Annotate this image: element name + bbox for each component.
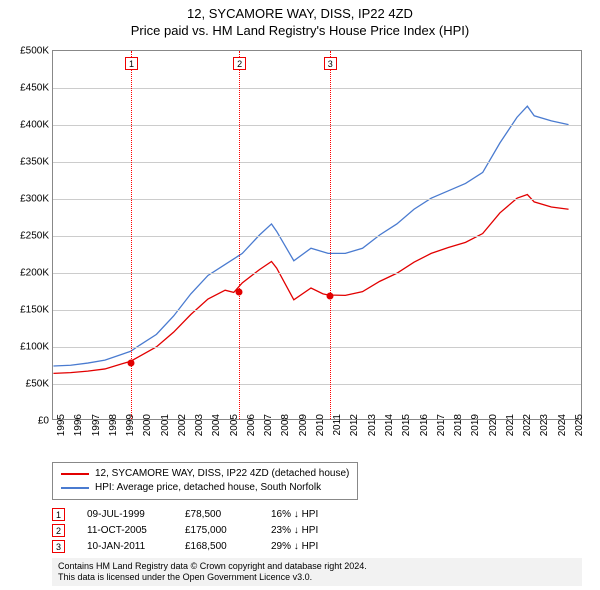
x-axis-label: 2007 <box>263 414 274 444</box>
y-axis-label: £500K <box>5 46 49 57</box>
sale-row: 1 09-JUL-1999 £78,500 16% ↓ HPI <box>52 506 318 522</box>
sale-point-icon <box>326 293 333 300</box>
sale-price: £78,500 <box>185 509 249 520</box>
legend-swatch-icon <box>61 487 89 489</box>
x-axis-label: 2018 <box>453 414 464 444</box>
y-axis-label: £0 <box>5 416 49 427</box>
y-axis-label: £100K <box>5 342 49 353</box>
x-axis-label: 2020 <box>488 414 499 444</box>
legend-label: HPI: Average price, detached house, Sout… <box>95 481 321 495</box>
x-axis-label: 1997 <box>91 414 102 444</box>
y-axis-label: £450K <box>5 83 49 94</box>
x-axis-label: 2008 <box>280 414 291 444</box>
legend-item: HPI: Average price, detached house, Sout… <box>61 481 349 495</box>
x-axis-label: 2000 <box>142 414 153 444</box>
x-axis-label: 2004 <box>211 414 222 444</box>
x-axis-label: 2002 <box>177 414 188 444</box>
x-axis-label: 2014 <box>384 414 395 444</box>
x-axis-label: 2019 <box>470 414 481 444</box>
y-axis-label: £50K <box>5 379 49 390</box>
x-axis-label: 2001 <box>160 414 171 444</box>
event-marker-icon: 2 <box>233 57 246 70</box>
sale-point-icon <box>128 359 135 366</box>
x-axis-label: 2023 <box>539 414 550 444</box>
title-line-1: 12, SYCAMORE WAY, DISS, IP22 4ZD <box>0 6 600 23</box>
sale-marker-icon: 1 <box>52 508 65 521</box>
legend-label: 12, SYCAMORE WAY, DISS, IP22 4ZD (detach… <box>95 467 349 481</box>
sale-date: 11-OCT-2005 <box>87 525 163 536</box>
x-axis-label: 2009 <box>298 414 309 444</box>
chart-title: 12, SYCAMORE WAY, DISS, IP22 4ZD Price p… <box>0 0 600 40</box>
title-line-2: Price paid vs. HM Land Registry's House … <box>0 23 600 40</box>
legend-item: 12, SYCAMORE WAY, DISS, IP22 4ZD (detach… <box>61 467 349 481</box>
footer-line-2: This data is licensed under the Open Gov… <box>58 572 576 583</box>
x-axis-label: 2016 <box>419 414 430 444</box>
y-axis-label: £250K <box>5 231 49 242</box>
x-axis-label: 1996 <box>73 414 84 444</box>
y-axis-label: £150K <box>5 305 49 316</box>
sale-delta: 29% ↓ HPI <box>271 541 318 552</box>
x-axis-label: 2015 <box>401 414 412 444</box>
x-axis-label: 2005 <box>229 414 240 444</box>
attribution-footer: Contains HM Land Registry data © Crown c… <box>52 558 582 586</box>
legend-swatch-icon <box>61 473 89 475</box>
sales-table: 1 09-JUL-1999 £78,500 16% ↓ HPI 2 11-OCT-2005… <box>52 506 318 554</box>
x-axis-label: 2012 <box>349 414 360 444</box>
plot-area: £0£50K£100K£150K£200K£250K£300K£350K£400… <box>52 50 582 420</box>
sale-marker-icon: 3 <box>52 540 65 553</box>
event-marker-icon: 3 <box>324 57 337 70</box>
sale-point-icon <box>236 288 243 295</box>
sale-price: £175,000 <box>185 525 249 536</box>
sale-price: £168,500 <box>185 541 249 552</box>
x-axis-label: 2021 <box>505 414 516 444</box>
y-axis-label: £400K <box>5 120 49 131</box>
event-marker-icon: 1 <box>125 57 138 70</box>
footer-line-1: Contains HM Land Registry data © Crown c… <box>58 561 576 572</box>
sale-date: 09-JUL-1999 <box>87 509 163 520</box>
sale-delta: 16% ↓ HPI <box>271 509 318 520</box>
x-axis-label: 2013 <box>367 414 378 444</box>
sale-delta: 23% ↓ HPI <box>271 525 318 536</box>
x-axis-label: 2011 <box>332 414 343 444</box>
sale-row: 3 10-JAN-2011 £168,500 29% ↓ HPI <box>52 538 318 554</box>
x-axis-label: 2022 <box>522 414 533 444</box>
chart-container: 12, SYCAMORE WAY, DISS, IP22 4ZD Price p… <box>0 0 600 590</box>
x-axis-label: 1995 <box>56 414 67 444</box>
sale-row: 2 11-OCT-2005 £175,000 23% ↓ HPI <box>52 522 318 538</box>
y-axis-label: £200K <box>5 268 49 279</box>
x-axis-label: 2024 <box>557 414 568 444</box>
y-axis-label: £350K <box>5 157 49 168</box>
sale-date: 10-JAN-2011 <box>87 541 163 552</box>
y-axis-label: £300K <box>5 194 49 205</box>
x-axis-label: 2017 <box>436 414 447 444</box>
legend: 12, SYCAMORE WAY, DISS, IP22 4ZD (detach… <box>52 462 358 500</box>
x-axis-label: 2003 <box>194 414 205 444</box>
x-axis-label: 2025 <box>574 414 585 444</box>
sale-marker-icon: 2 <box>52 524 65 537</box>
x-axis-label: 2006 <box>246 414 257 444</box>
x-axis-label: 2010 <box>315 414 326 444</box>
x-axis-label: 1998 <box>108 414 119 444</box>
